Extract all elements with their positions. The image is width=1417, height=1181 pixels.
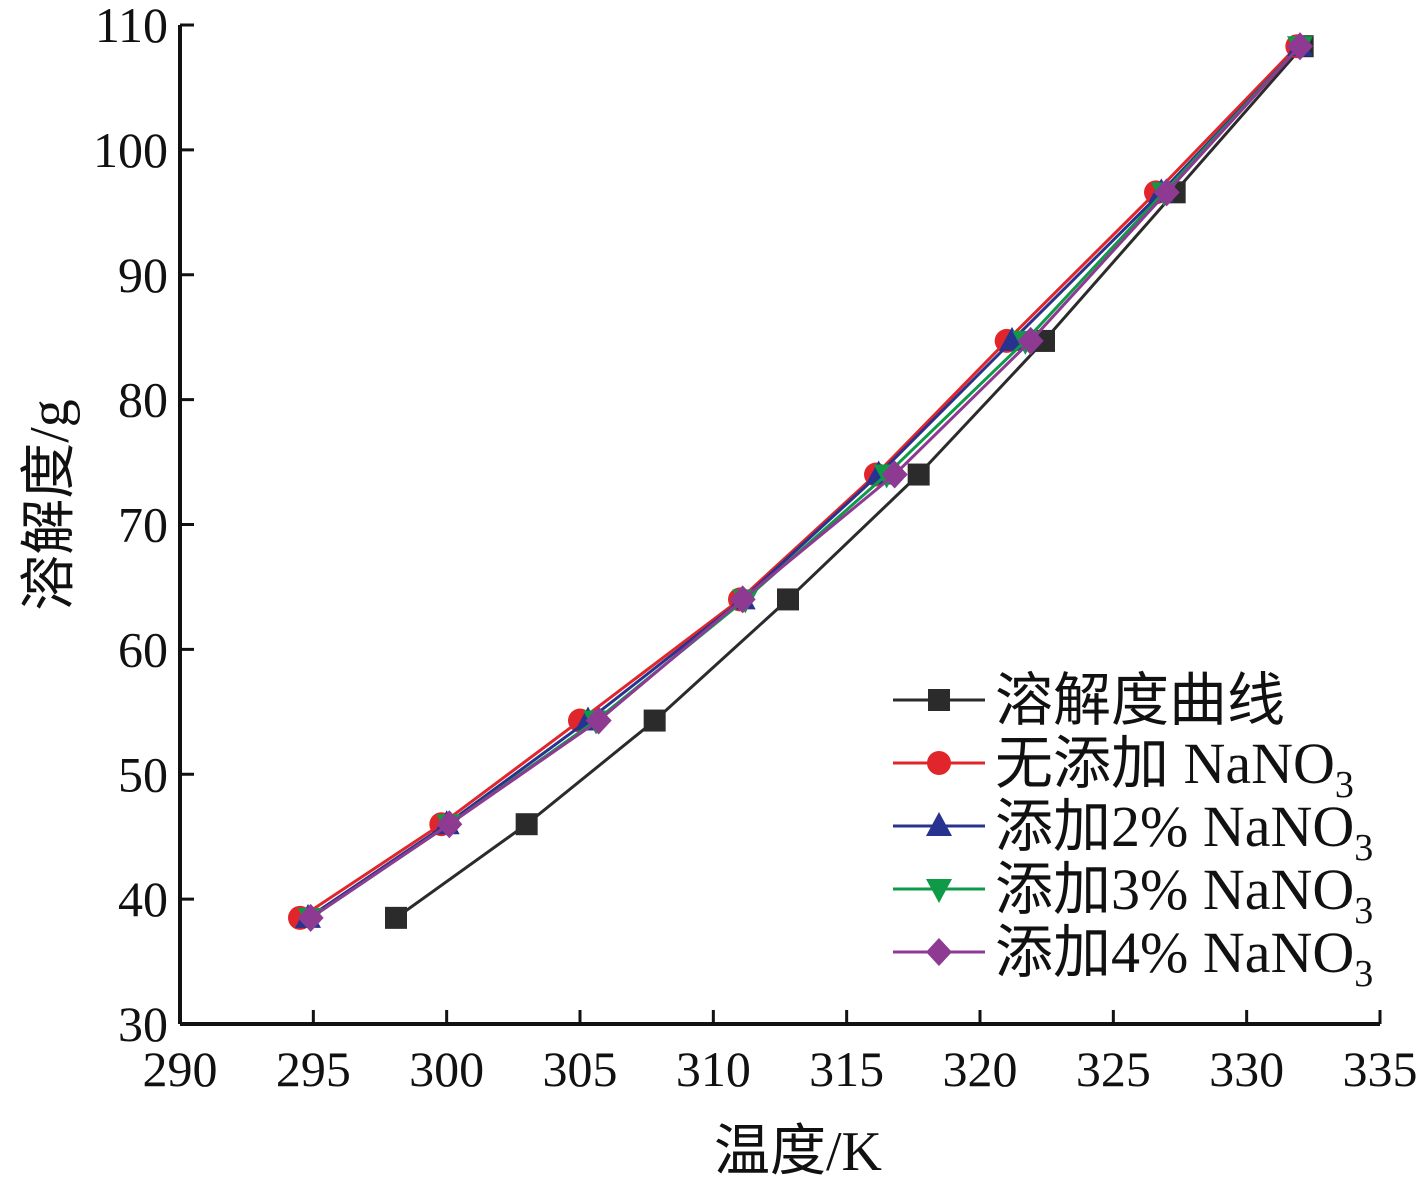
data-point	[729, 585, 756, 614]
legend-entry: 添加2% NaNO3	[893, 794, 1373, 869]
legend-entry: 添加4% NaNO3	[893, 920, 1373, 995]
legend-label-main: 添加3% NaNO	[995, 857, 1354, 922]
data-point	[907, 463, 930, 486]
legend-label: 添加3% NaNO3	[995, 857, 1373, 932]
data-point	[1153, 178, 1180, 207]
legend-entry: 溶解度曲线	[893, 668, 1285, 733]
legend-label: 添加4% NaNO3	[995, 920, 1373, 995]
series-layer	[288, 32, 1314, 932]
y-tick-label: 80	[118, 372, 168, 428]
x-tick-label: 295	[276, 1041, 351, 1097]
y-axis-title: 溶解度/g	[19, 399, 81, 611]
legend-label: 溶解度曲线	[995, 668, 1285, 733]
y-tick-label: 70	[118, 497, 168, 553]
x-tick-label: 300	[409, 1041, 484, 1097]
legend-marker	[927, 751, 951, 775]
legend-marker	[926, 938, 952, 966]
legend-label-subscript: 3	[1354, 953, 1373, 995]
x-tick-label: 315	[809, 1041, 884, 1097]
y-tick-label: 50	[118, 746, 168, 802]
data-point	[643, 709, 666, 732]
x-tick-label: 335	[1343, 1041, 1417, 1097]
legend-entry: 无添加 NaNO3	[893, 731, 1354, 806]
legend-label-subscript: 3	[1354, 827, 1373, 869]
legend-label-main: 无添加 NaNO	[995, 731, 1335, 796]
legend-label-subscript: 3	[1354, 890, 1373, 932]
data-point	[1287, 32, 1313, 61]
y-tick-label: 110	[95, 0, 168, 53]
y-tick-label: 30	[118, 996, 168, 1052]
legend-entry: 添加3% NaNO3	[893, 857, 1373, 932]
data-point	[1017, 326, 1044, 355]
legend-label-main: 添加2% NaNO	[995, 794, 1354, 859]
y-tick-label: 40	[118, 871, 168, 927]
data-point	[999, 326, 1025, 351]
tick-marks: 290 295 300 305 310 315 320 325 330 335 30 40 50 60 70…	[93, 0, 1417, 1097]
data-point	[585, 706, 612, 735]
legend-label-subscript: 3	[1335, 764, 1354, 806]
x-tick-label: 305	[543, 1041, 618, 1097]
x-axis-title: 温度/K	[714, 1121, 882, 1181]
x-tick-label: 310	[676, 1041, 751, 1097]
y-tick-label: 100	[93, 122, 168, 178]
legend-marker	[926, 879, 952, 903]
x-tick-label: 320	[943, 1041, 1018, 1097]
data-point	[436, 810, 463, 839]
x-tick-label: 290	[143, 1041, 218, 1097]
data-point	[385, 906, 407, 929]
series-4	[297, 32, 1313, 932]
x-tick-label: 325	[1076, 1041, 1151, 1097]
data-point	[881, 460, 908, 489]
legend-marker	[928, 689, 950, 711]
data-point	[515, 813, 538, 836]
legend-label: 无添加 NaNO3	[995, 731, 1354, 806]
legend-label: 添加2% NaNO3	[995, 794, 1373, 869]
data-point	[777, 588, 799, 611]
y-tick-label: 60	[118, 621, 168, 677]
legend-marker	[926, 812, 952, 836]
series-line	[307, 45, 1302, 920]
x-tick-label: 330	[1209, 1041, 1284, 1097]
data-point	[297, 903, 324, 932]
series-line	[395, 45, 1304, 920]
series-line	[299, 45, 1299, 920]
series-line	[309, 45, 1302, 920]
legend-label-main: 添加4% NaNO	[995, 920, 1354, 985]
y-tick-label: 90	[118, 247, 168, 303]
